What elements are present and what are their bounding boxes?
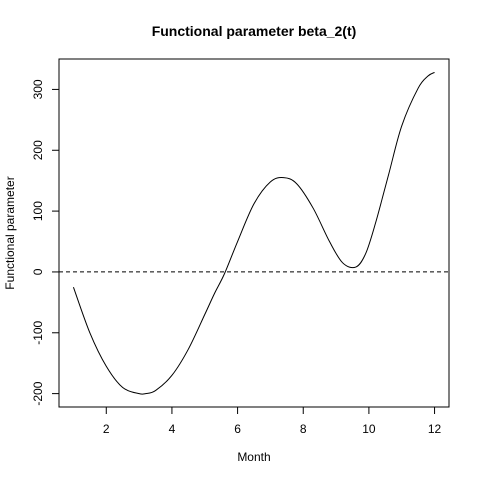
x-tick-label: 8 (300, 422, 307, 436)
y-axis-label: Functional parameter (3, 176, 17, 289)
y-tick-label: 100 (31, 201, 45, 221)
y-axis: -200 -100 0 100 200 300 (31, 79, 59, 406)
y-tick-label: 0 (31, 268, 45, 275)
y-tick-label: 200 (31, 140, 45, 160)
x-axis: 2 4 6 8 10 12 (103, 406, 442, 436)
x-tick-label: 4 (169, 422, 176, 436)
y-tick-label: 300 (31, 79, 45, 99)
series-line (72, 71, 435, 395)
x-tick-label: 10 (362, 422, 376, 436)
chart-title: Functional parameter beta_2(t) (152, 23, 357, 39)
x-axis-label: Month (237, 450, 270, 464)
x-tick-label: 12 (428, 422, 442, 436)
x-tick-label: 2 (103, 422, 110, 436)
x-tick-label: 6 (234, 422, 241, 436)
y-tick-label: -100 (31, 320, 45, 344)
y-tick-label: -200 (31, 381, 45, 405)
